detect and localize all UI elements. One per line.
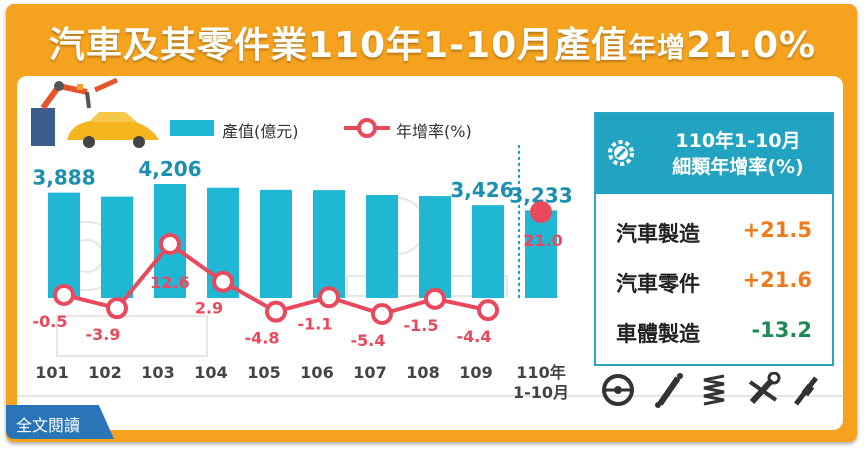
title-main: 汽車及其零件業110年1-10月產值 xyxy=(48,25,629,66)
title-rate: 21.0% xyxy=(686,25,817,66)
x-tick-label: 101 xyxy=(35,363,68,382)
bar-value-label: 3,888 xyxy=(32,166,95,190)
parts-icon-row xyxy=(602,372,818,408)
x-tick-label: 109 xyxy=(459,363,492,382)
sub-industry-row: 汽車零件 +21.6 xyxy=(596,256,832,306)
production-chart: 3,888 4,2063,4263,233-0.5-3.912.62.9-4.8-… xyxy=(32,145,573,402)
growth-value-label: 12.6 xyxy=(150,273,189,292)
sub-industry-value: +21.6 xyxy=(742,268,812,292)
bar xyxy=(260,189,292,298)
wrench-icon xyxy=(748,372,781,405)
legend-bar-swatch xyxy=(170,120,214,136)
x-tick-label: 103 xyxy=(141,363,174,382)
bar xyxy=(101,196,133,298)
bar xyxy=(366,195,398,298)
growth-point xyxy=(371,303,393,325)
growth-value-label: 21.0 xyxy=(523,231,562,250)
x-tick-label: 106 xyxy=(300,363,333,382)
growth-value-label: -3.9 xyxy=(86,325,121,344)
read-full-button[interactable]: 全文閱讀 xyxy=(6,405,114,439)
growth-point xyxy=(106,297,128,320)
sub-industry-title-line1: 110年1-10月 xyxy=(675,130,801,152)
x-tick-label: 1-10月 xyxy=(513,383,569,402)
growth-point xyxy=(265,300,287,323)
growth-point xyxy=(424,287,446,310)
sub-industry-row: 汽車製造 +21.5 xyxy=(596,206,832,256)
sub-industry-growth-box: 110年1-10月 細類年增率(%) 汽車製造 +21.5 汽車零件 +21.6… xyxy=(594,112,834,366)
page-title: 汽車及其零件業110年1-10月產值年增21.0% xyxy=(0,16,865,68)
legend-line-swatch xyxy=(344,118,390,138)
coil-spring-icon xyxy=(703,374,725,406)
gear-wrench-icon xyxy=(608,140,634,166)
bar xyxy=(48,192,80,298)
growth-value-label: -0.5 xyxy=(33,312,68,331)
sub-industry-value: +21.5 xyxy=(742,218,812,242)
growth-value-label: -4.4 xyxy=(457,327,492,346)
steering-wheel-icon xyxy=(602,374,634,406)
legend-bar-label: 產值(億元) xyxy=(222,122,299,141)
bar xyxy=(525,210,557,298)
growth-point xyxy=(53,283,75,306)
sub-industry-title: 110年1-10月 細類年增率(%) xyxy=(648,128,828,180)
x-tick-label: 107 xyxy=(353,363,386,382)
sub-industry-row: 車體製造 -13.2 xyxy=(596,306,832,356)
sub-industry-name: 汽車製造 xyxy=(616,222,700,246)
growth-value-label: -1.5 xyxy=(404,316,439,335)
growth-point xyxy=(318,286,340,309)
bar xyxy=(419,196,451,298)
growth-value-label: 2.9 xyxy=(195,299,223,318)
growth-value-label: -5.4 xyxy=(351,331,386,350)
growth-point xyxy=(530,201,552,223)
legend-line: 年增率(%) xyxy=(344,116,494,141)
legend-bar: 產值(億元) xyxy=(170,116,310,141)
shock-absorber-icon xyxy=(655,373,683,408)
robot-car-illustration xyxy=(31,78,159,148)
bar-value-label: 3,426 xyxy=(450,178,513,202)
growth-point xyxy=(477,299,499,322)
x-tick-label: 102 xyxy=(88,363,121,382)
x-tick-label: 108 xyxy=(406,363,439,382)
sub-industry-name: 汽車零件 xyxy=(616,272,700,296)
x-tick-label: 104 xyxy=(194,363,227,382)
sub-industry-name: 車體製造 xyxy=(616,322,700,346)
growth-point xyxy=(159,233,181,255)
spark-plug-icon xyxy=(794,376,818,406)
sub-industry-header: 110年1-10月 細類年增率(%) xyxy=(596,114,832,194)
read-full-label: 全文閱讀 xyxy=(16,416,81,435)
sub-industry-title-line2: 細類年增率(%) xyxy=(672,156,804,178)
title-small: 年增 xyxy=(628,31,687,64)
growth-value-label: -4.8 xyxy=(245,329,280,348)
legend-line-label: 年增率(%) xyxy=(396,122,472,141)
growth-point xyxy=(212,270,234,293)
bar xyxy=(472,205,504,298)
growth-value-label: -1.1 xyxy=(298,314,333,333)
x-tick-label: 105 xyxy=(247,363,280,382)
bar-value-label: 4,206 xyxy=(138,157,201,181)
bar xyxy=(313,190,345,298)
sub-industry-value: -13.2 xyxy=(751,318,812,342)
x-tick-label: 110年 xyxy=(516,363,565,382)
